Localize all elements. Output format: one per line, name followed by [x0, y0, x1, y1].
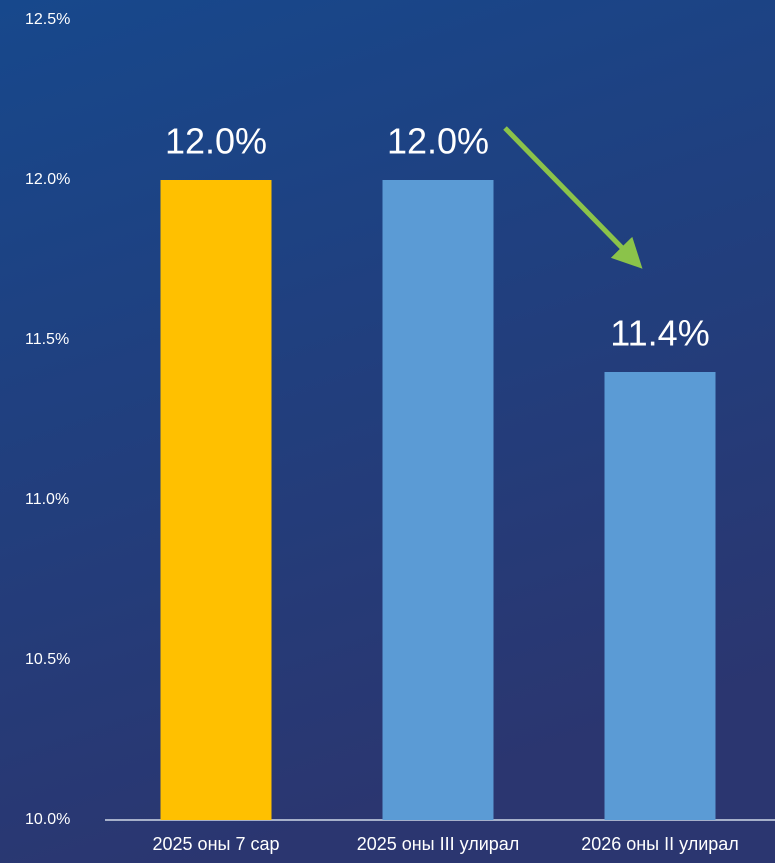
data-label: 12.0% — [165, 121, 267, 162]
data-label: 12.0% — [387, 121, 489, 162]
y-tick-label: 12.0% — [25, 171, 70, 188]
y-tick-label: 10.0% — [25, 811, 70, 828]
x-tick-label: 2025 оны III улирал — [357, 834, 520, 854]
y-tick-label: 11.5% — [25, 331, 69, 348]
bar — [160, 180, 272, 820]
data-label: 11.4% — [610, 313, 709, 354]
y-tick-label: 11.0% — [25, 491, 69, 508]
x-tick-label: 2026 оны II улирал — [581, 834, 739, 854]
y-tick-label: 10.5% — [25, 651, 70, 668]
trend-arrow — [503, 126, 643, 269]
bar — [604, 372, 716, 820]
y-tick-label: 12.5% — [25, 11, 70, 28]
bar — [382, 180, 494, 820]
x-tick-label: 2025 оны 7 сар — [153, 834, 280, 854]
